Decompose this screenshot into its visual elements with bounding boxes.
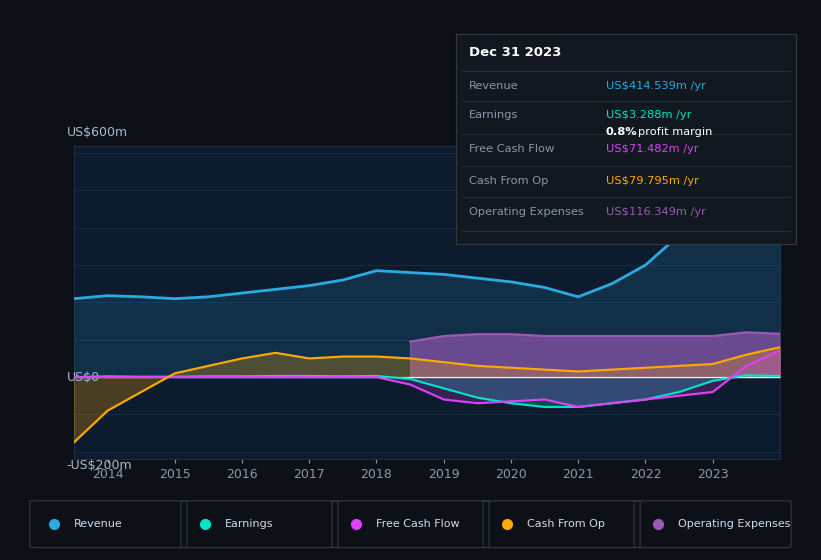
Text: Earnings: Earnings [225, 519, 273, 529]
Text: US$0: US$0 [67, 371, 100, 384]
Text: US$79.795m /yr: US$79.795m /yr [606, 176, 699, 185]
Text: US$116.349m /yr: US$116.349m /yr [606, 207, 705, 217]
Text: Earnings: Earnings [470, 110, 519, 120]
Text: 0.8%: 0.8% [606, 127, 637, 137]
Text: US$71.482m /yr: US$71.482m /yr [606, 144, 698, 154]
Text: US$3.288m /yr: US$3.288m /yr [606, 110, 691, 120]
Text: -US$200m: -US$200m [67, 459, 132, 472]
Text: Free Cash Flow: Free Cash Flow [376, 519, 460, 529]
Text: Revenue: Revenue [74, 519, 122, 529]
Text: Operating Expenses: Operating Expenses [678, 519, 791, 529]
Text: Cash From Op: Cash From Op [470, 176, 548, 185]
Text: Operating Expenses: Operating Expenses [470, 207, 584, 217]
Text: Free Cash Flow: Free Cash Flow [470, 144, 554, 154]
Text: Cash From Op: Cash From Op [527, 519, 605, 529]
Text: profit margin: profit margin [638, 127, 713, 137]
Text: US$600m: US$600m [67, 127, 128, 139]
Text: US$414.539m /yr: US$414.539m /yr [606, 81, 705, 91]
Text: Revenue: Revenue [470, 81, 519, 91]
Text: Dec 31 2023: Dec 31 2023 [470, 46, 562, 59]
